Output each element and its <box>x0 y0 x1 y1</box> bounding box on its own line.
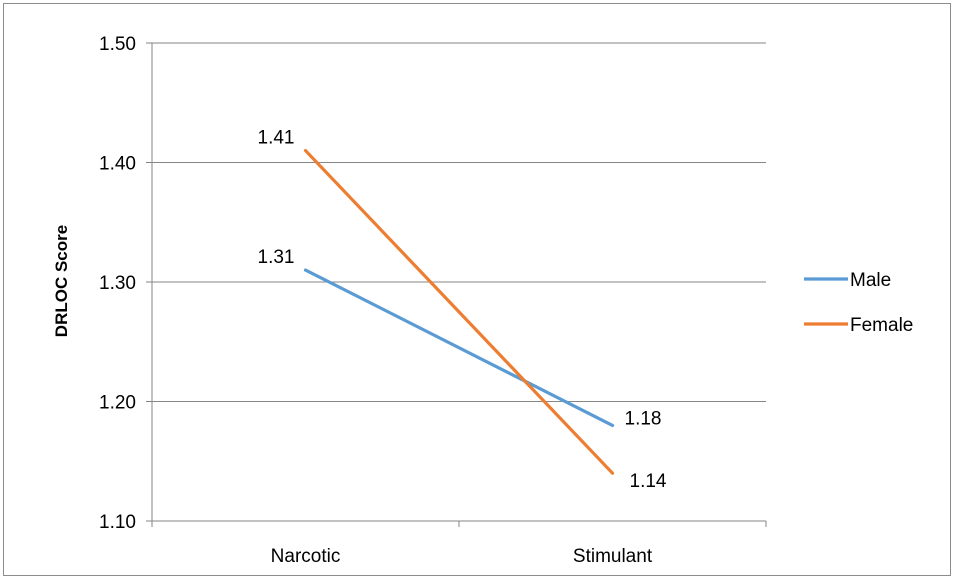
y-tick-label: 1.50 <box>99 34 136 55</box>
legend: Male Female <box>804 270 913 336</box>
y-tick-label: 1.10 <box>99 512 136 533</box>
legend-label-female: Female <box>850 315 913 336</box>
data-label: 1.31 <box>258 247 295 268</box>
legend-label-male: Male <box>850 270 891 291</box>
y-tick-label: 1.20 <box>99 393 136 414</box>
y-axis-title: DRLOC Score <box>52 225 71 337</box>
series-lines <box>303 148 615 475</box>
y-tick-labels: 1.10 1.20 1.30 1.40 1.50 <box>99 34 136 533</box>
data-label: 1.41 <box>258 128 295 149</box>
gridlines <box>152 42 766 402</box>
x-tick-label: Narcotic <box>271 546 341 567</box>
series-line-male <box>303 268 615 427</box>
data-label: 1.14 <box>630 471 667 492</box>
data-labels: 1.31 1.18 1.41 1.14 <box>258 128 667 493</box>
y-tick-label: 1.30 <box>99 273 136 294</box>
x-tick-labels: Narcotic Stimulant <box>271 546 653 567</box>
chart-frame <box>3 3 951 576</box>
y-tick-label: 1.40 <box>99 154 136 175</box>
x-tick-label: Stimulant <box>573 546 653 567</box>
data-label: 1.18 <box>625 408 662 429</box>
axes <box>146 42 767 527</box>
series-line-female <box>303 148 615 475</box>
